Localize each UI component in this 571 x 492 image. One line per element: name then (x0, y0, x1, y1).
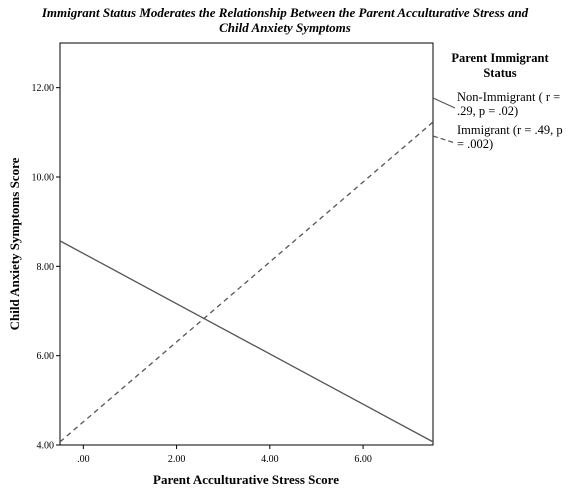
legend-swatch-immigrant (432, 135, 456, 144)
y-tick-label: 10.00 (32, 173, 55, 184)
legend: Parent Immigrant Status Non-Immigrant ( … (432, 51, 563, 151)
plot-area (59, 42, 434, 446)
legend-entry-non-immigrant-line-1: Non-Immigrant ( r = (457, 90, 560, 104)
x-tick-label: 2.00 (168, 454, 186, 465)
legend-title-line-1: Parent Immigrant (451, 51, 549, 65)
series-line-non-immigrant (59, 240, 434, 443)
axis-ticks: .00 2.00 4.00 6.00 4.00 6.00 8.00 10.00 12.00 (32, 83, 372, 465)
y-tick-label: 4.00 (37, 441, 55, 452)
legend-swatch-non-immigrant (432, 97, 456, 109)
legend-entry-immigrant-line-1: Immigrant (r = .49, p (457, 123, 563, 137)
x-tick-label: 6.00 (354, 454, 372, 465)
legend-entry-non-immigrant-line-2: .29, p = .02) (457, 104, 518, 118)
y-axis-label: Child Anxiety Symptoms Score (7, 157, 22, 330)
chart-title-line-2: Child Anxiety Symptoms (219, 20, 351, 35)
y-tick-label: 12.00 (32, 83, 55, 94)
y-tick-label: 6.00 (37, 351, 55, 362)
series-line-immigrant (59, 121, 434, 443)
y-tick-label: 8.00 (37, 262, 55, 273)
x-axis-label: Parent Acculturative Stress Score (153, 472, 339, 487)
x-tick-label: .00 (77, 454, 90, 465)
series-lines (59, 121, 434, 443)
legend-title-line-2: Status (483, 66, 516, 80)
legend-entry-immigrant-line-2: = .002) (457, 137, 493, 151)
chart-title-line-1: Immigrant Status Moderates the Relations… (41, 5, 529, 20)
x-tick-label: 4.00 (261, 454, 279, 465)
